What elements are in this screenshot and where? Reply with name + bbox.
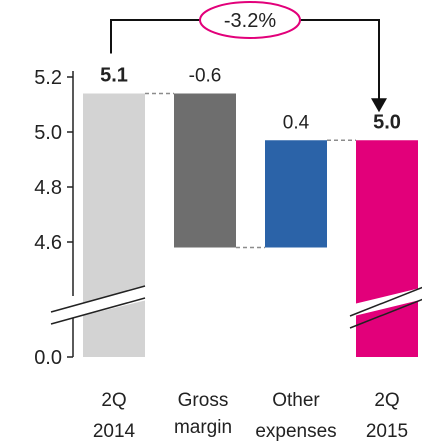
category-label-line2: 2014 bbox=[93, 421, 136, 442]
data-label-1: -0.6 bbox=[189, 66, 222, 87]
axis-break-line bbox=[50, 285, 146, 313]
change-annotation: -3.2% bbox=[110, 1, 387, 113]
data-labels: 5.1 -0.6 0.4 5.0 bbox=[100, 65, 401, 134]
y-tick-label: 4.6 bbox=[34, 232, 62, 254]
y-axis: 0.0 4.6 4.8 5.0 5.2 bbox=[34, 67, 74, 369]
axis-break-gap bbox=[51, 286, 145, 324]
axis-break bbox=[50, 285, 422, 329]
change-badge bbox=[199, 1, 301, 39]
y-tick-label: 4.8 bbox=[34, 177, 62, 199]
change-arrow-head bbox=[371, 98, 387, 113]
category-label-line2: expenses bbox=[255, 421, 336, 442]
bar-0 bbox=[83, 93, 145, 357]
axis-break-line bbox=[349, 286, 422, 317]
data-label-2: 0.4 bbox=[283, 112, 310, 133]
category-label-line2: margin bbox=[174, 417, 232, 438]
bars bbox=[83, 93, 418, 357]
change-value: -3.2% bbox=[224, 10, 276, 32]
category-label-line1: 2Q bbox=[101, 390, 126, 411]
y-tick-label: 5.0 bbox=[34, 122, 62, 144]
category-label-line2: 2015 bbox=[366, 421, 408, 442]
category-label-line1: 2Q bbox=[374, 390, 399, 411]
data-label-0: 5.1 bbox=[100, 65, 128, 87]
data-label-3: 5.0 bbox=[373, 111, 401, 133]
bar-2 bbox=[265, 140, 327, 248]
y-tick-label: 0.0 bbox=[34, 347, 62, 369]
axis-break-line bbox=[50, 297, 146, 325]
y-tick-label: 5.2 bbox=[34, 67, 62, 89]
axis-break-line bbox=[349, 298, 422, 329]
category-label-line1: Gross bbox=[178, 390, 229, 411]
connector-lines bbox=[145, 92, 356, 249]
bar-1 bbox=[174, 93, 236, 248]
category-labels: 2Q 2014 Gross margin Other expenses 2Q 2015 bbox=[93, 390, 408, 442]
bar-3 bbox=[356, 140, 418, 357]
category-label-line1: Other bbox=[272, 390, 320, 411]
